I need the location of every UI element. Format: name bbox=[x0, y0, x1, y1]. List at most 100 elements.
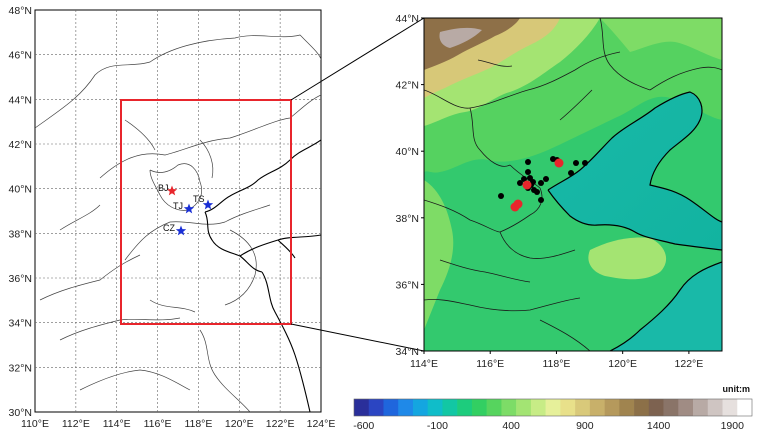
terrain-lon-label: 114°E bbox=[410, 358, 438, 370]
overview-lat-label: 44°N bbox=[9, 94, 32, 106]
colorbar-tick-label: -100 bbox=[427, 420, 448, 432]
terrain-west-hills bbox=[424, 180, 454, 330]
station-star-icon bbox=[183, 203, 195, 214]
station-star-icon bbox=[175, 225, 187, 236]
study-domain-box bbox=[120, 99, 292, 325]
colorbar-unit-label: unit:m bbox=[723, 384, 751, 394]
overview-graticule bbox=[35, 10, 321, 412]
station-markers: BJ TJ TS CZ bbox=[158, 183, 214, 236]
colorbar-cell bbox=[619, 399, 635, 416]
overview-lat-label: 46°N bbox=[9, 50, 32, 62]
colorbar-tick-label: -600 bbox=[353, 420, 374, 432]
colorbar-cell bbox=[560, 399, 576, 416]
colorbar-cell bbox=[486, 399, 502, 416]
colorbar-cell bbox=[589, 399, 605, 416]
terrain-ne-hills bbox=[600, 18, 722, 60]
observation-site-point bbox=[525, 169, 531, 175]
overview-map: BJ TJ TS CZ 48°N 46°N 44°N 42°N 40°N 38°N 36°N 34°… bbox=[9, 5, 336, 430]
overview-lat-label: 42°N bbox=[9, 139, 32, 151]
station-label: CZ bbox=[163, 223, 175, 233]
overview-lon-label: 114°E bbox=[103, 418, 131, 430]
colorbar-cell bbox=[604, 399, 620, 416]
colorbar-cell bbox=[412, 399, 428, 416]
colorbar-cell bbox=[530, 399, 546, 416]
overview-lon-labels: 110°E 112°E 114°E 116°E 118°E 120°E 122°E 124°E bbox=[21, 418, 335, 430]
overview-lat-label: 48°N bbox=[9, 5, 32, 17]
terrain-lon-label: 120°E bbox=[608, 358, 637, 370]
bohai-sea bbox=[548, 92, 722, 250]
observation-site-point bbox=[530, 179, 536, 185]
colorbar-cell bbox=[545, 399, 561, 416]
colorbar-cell bbox=[354, 399, 370, 416]
terrain-lat-labels: 44°N 42°N 40°N 38°N 36°N 34°N bbox=[396, 13, 424, 358]
colorbar-tick-label: 900 bbox=[576, 420, 594, 432]
overview-coastline bbox=[204, 139, 321, 412]
terrain-map: 44°N 42°N 40°N 38°N 36°N 34°N 114°E 116°E 118°E… bbox=[396, 13, 723, 370]
colorbar-cell bbox=[398, 399, 414, 416]
colorbar-cell bbox=[457, 399, 473, 416]
overview-lon-label: 124°E bbox=[307, 418, 336, 430]
terrain-shandong-hills bbox=[588, 237, 667, 280]
terrain-peaks bbox=[439, 27, 482, 48]
terrain-lat-label: 34°N bbox=[396, 346, 419, 358]
colorbar-tick-label: 1900 bbox=[721, 420, 745, 432]
colorbar-tick-label: 400 bbox=[502, 420, 520, 432]
observation-site-point bbox=[568, 170, 574, 176]
colorbar-cell bbox=[722, 399, 738, 416]
colorbar-cell bbox=[648, 399, 664, 416]
colorbar-cell bbox=[663, 399, 679, 416]
overview-lat-label: 36°N bbox=[9, 273, 32, 285]
colorbar-cell bbox=[707, 399, 723, 416]
colorbar-cell bbox=[383, 399, 399, 416]
observation-sites bbox=[498, 156, 588, 212]
key-city-point bbox=[554, 158, 564, 168]
elevation-colorbar: unit:m -600 -100 400 900 1400 1900 bbox=[353, 384, 753, 432]
overview-lat-label: 30°N bbox=[9, 407, 32, 419]
observation-site-point bbox=[521, 176, 527, 182]
colorbar-cell bbox=[737, 399, 753, 416]
overview-lon-label: 116°E bbox=[144, 418, 172, 430]
colorbar-cell bbox=[678, 399, 694, 416]
terrain-lon-label: 118°E bbox=[542, 358, 570, 370]
station-label: TJ bbox=[173, 201, 183, 211]
observation-site-point bbox=[538, 197, 544, 203]
overview-lat-label: 34°N bbox=[9, 318, 32, 330]
observation-site-point bbox=[573, 160, 579, 166]
terrain-lat-label: 44°N bbox=[396, 13, 419, 25]
observation-site-point bbox=[543, 176, 549, 182]
colorbar-cell bbox=[442, 399, 458, 416]
overview-lat-label: 38°N bbox=[9, 228, 32, 240]
observation-site-point bbox=[517, 180, 523, 186]
colorbar-cell bbox=[516, 399, 532, 416]
overview-lon-label: 112°E bbox=[62, 418, 90, 430]
zoom-connector-top bbox=[290, 17, 425, 101]
terrain-coastline bbox=[547, 91, 722, 351]
colorbar-tick-label: 1400 bbox=[647, 420, 671, 432]
overview-lat-labels: 48°N 46°N 44°N 42°N 40°N 38°N 36°N 34°N 32°N 30°N bbox=[9, 5, 32, 419]
colorbar-cell bbox=[634, 399, 650, 416]
overview-lon-label: 110°E bbox=[21, 418, 49, 430]
station-label: BJ bbox=[158, 183, 169, 193]
overview-lat-label: 32°N bbox=[9, 362, 32, 374]
observation-site-point bbox=[525, 159, 531, 165]
colorbar-cell bbox=[471, 399, 487, 416]
zoom-connector-bottom bbox=[290, 323, 425, 352]
terrain-lat-label: 40°N bbox=[396, 146, 419, 158]
terrain-lon-label: 116°E bbox=[476, 358, 504, 370]
yellow-sea bbox=[610, 262, 722, 351]
overview-lon-label: 118°E bbox=[184, 418, 212, 430]
terrain-lat-label: 38°N bbox=[396, 213, 419, 225]
overview-lat-label: 40°N bbox=[9, 184, 32, 196]
colorbar-cell bbox=[501, 399, 517, 416]
key-city-point bbox=[522, 180, 532, 190]
terrain-lat-label: 36°N bbox=[396, 279, 419, 291]
overview-lon-label: 120°E bbox=[225, 418, 254, 430]
station-star-icon bbox=[166, 185, 178, 196]
terrain-lat-label: 42°N bbox=[396, 80, 419, 92]
colorbar-cell bbox=[368, 399, 384, 416]
overview-boundaries bbox=[35, 34, 321, 412]
key-city-point bbox=[513, 199, 523, 209]
observation-site-point bbox=[534, 189, 540, 195]
colorbar-cell bbox=[693, 399, 709, 416]
